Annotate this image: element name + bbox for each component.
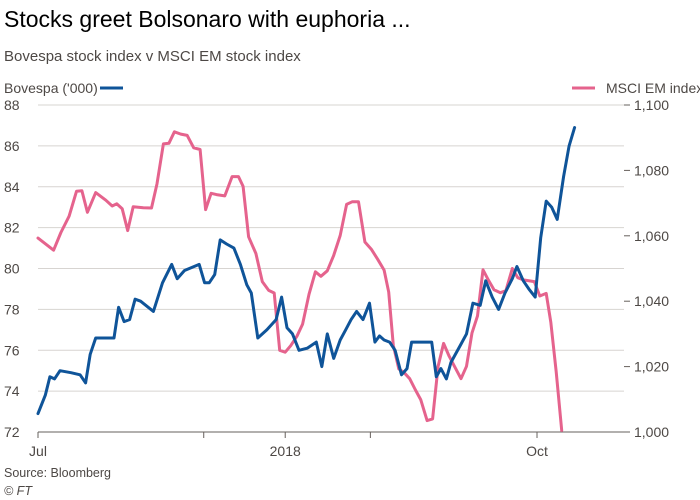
legend-bovespa-label: Bovespa ('000) <box>4 80 98 96</box>
msci-line <box>36 130 564 432</box>
left-axis-ticks: 72 74 76 78 80 82 84 86 88 <box>4 97 20 440</box>
right-tick-label: 1,100 <box>634 97 669 113</box>
legend: Bovespa ('000) MSCI EM index <box>4 80 700 96</box>
bovespa-line <box>36 126 577 416</box>
left-tick-label: 82 <box>4 220 20 236</box>
left-tick-label: 86 <box>4 138 20 154</box>
series-lines <box>36 126 577 432</box>
chart-title: Stocks greet Bolsonaro with euphoria ... <box>4 6 411 32</box>
credit-note: © FT <box>4 484 32 498</box>
right-tick-label: 1,000 <box>634 424 669 440</box>
right-tick-label: 1,080 <box>634 162 669 178</box>
chart-subtitle: Bovespa stock index v MSCI EM stock inde… <box>4 48 301 65</box>
left-tick-label: 78 <box>4 301 20 317</box>
left-tick-label: 76 <box>4 342 20 358</box>
left-tick-label: 74 <box>4 383 20 399</box>
left-tick-label: 88 <box>4 97 20 113</box>
right-tick-label: 1,020 <box>634 359 669 375</box>
left-tick-label: 84 <box>4 179 20 195</box>
left-tick-label: 72 <box>4 424 20 440</box>
source-note: Source: Bloomberg <box>4 466 112 480</box>
right-axis-ticks: 1,000 1,020 1,040 1,060 1,080 1,100 <box>624 97 669 440</box>
left-tick-label: 80 <box>4 261 20 277</box>
x-tick-label: Jul <box>29 443 47 459</box>
right-tick-label: 1,040 <box>634 293 669 309</box>
x-tick-label: 2018 <box>270 443 301 459</box>
right-tick-label: 1,060 <box>634 228 669 244</box>
x-tick-label: Oct <box>526 443 548 459</box>
legend-msci-label: MSCI EM index <box>606 80 700 96</box>
x-axis: Jul 2018 Oct <box>29 431 624 459</box>
